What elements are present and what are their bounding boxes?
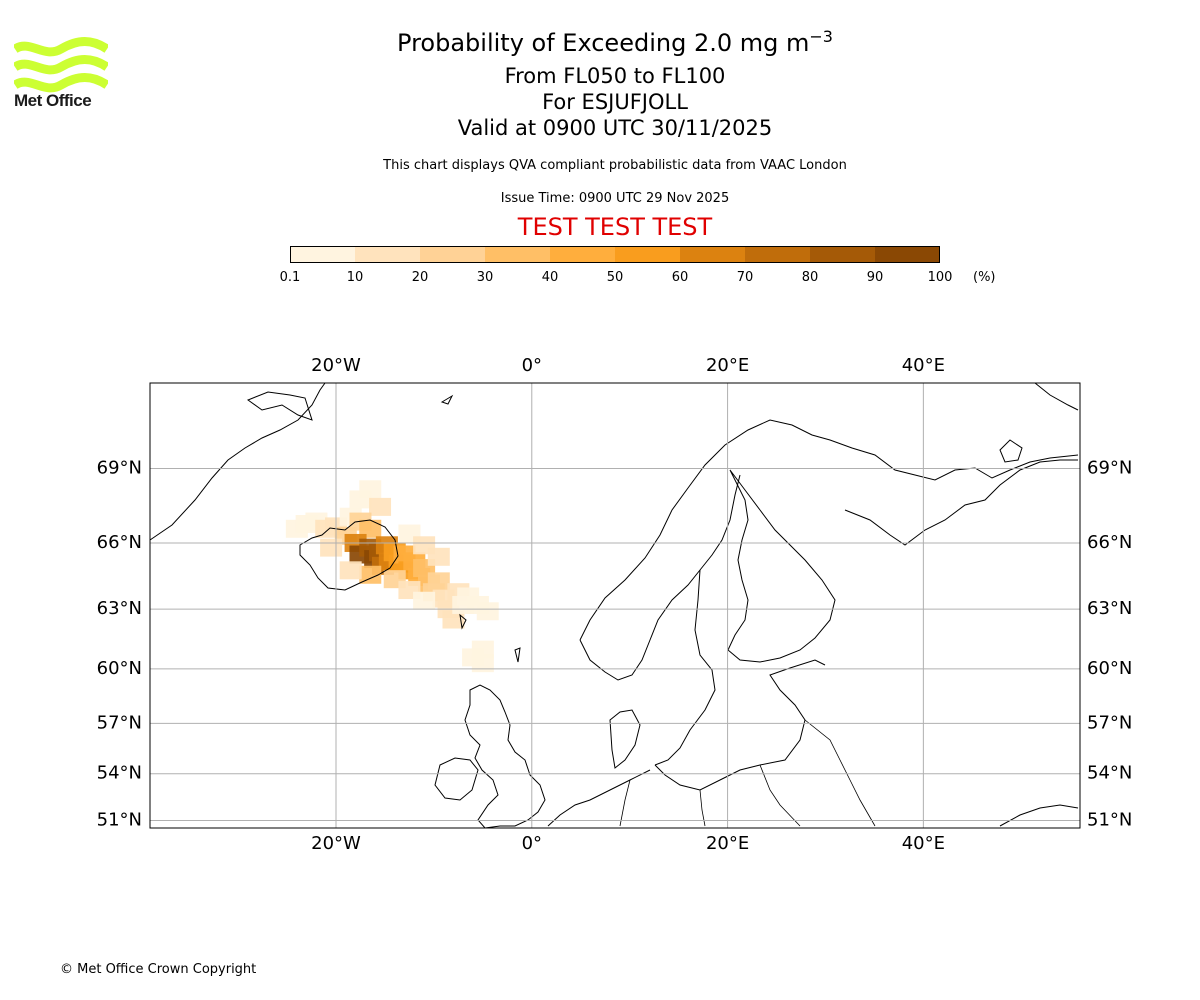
latitude-tick-label: 51°N [1087, 810, 1132, 831]
longitude-labels-top: 20°W 0° 20°E 40°E [311, 355, 945, 376]
colorbar-tick-label: 70 [736, 270, 754, 285]
latitude-tick-label: 57°N [97, 712, 142, 733]
plume-cell [320, 538, 343, 557]
colorbar-unit: (%) [973, 270, 996, 285]
colorbar-tick-label: 60 [671, 270, 689, 285]
colorbar-segment [680, 246, 746, 263]
latitude-tick-label: 63°N [97, 598, 142, 619]
longitude-tick-label: 20°E [706, 833, 749, 854]
colorbar-segment [745, 246, 811, 263]
latitude-tick-label: 66°N [1087, 532, 1132, 553]
latitude-tick-label: 63°N [1087, 598, 1132, 619]
plume-cell [427, 547, 450, 566]
test-banner: TEST TEST TEST [517, 213, 713, 241]
title-text: Probability of Exceeding 2.0 mg m [397, 29, 810, 57]
colorbar-tick-label: 10 [346, 270, 364, 285]
latitude-tick-label: 51°N [97, 810, 142, 831]
map-frame [149, 382, 1081, 829]
plume-cell [471, 654, 494, 673]
chart-title: Probability of Exceeding 2.0 mg m−3 [0, 27, 1200, 57]
logo-wordmark: Met Office [14, 91, 92, 110]
latitude-tick-label: 54°N [1087, 763, 1132, 784]
longitude-labels-bottom: 20°W 0° 20°E 40°E [311, 833, 945, 854]
plume-cell [413, 591, 436, 610]
coastlines [149, 382, 1079, 829]
longitude-tick-label: 0° [522, 355, 542, 376]
latitude-tick-label: 66°N [97, 532, 142, 553]
colorbar-tick-label: 80 [801, 270, 819, 285]
longitude-tick-label: 40°E [902, 355, 945, 376]
colorbar-tick-label: 30 [476, 270, 494, 285]
met-office-logo [14, 37, 108, 93]
latitude-tick-label: 69°N [97, 457, 142, 478]
plume-cell [339, 561, 362, 580]
colorbar-border [290, 246, 940, 263]
level-range-title: From FL050 to FL100 [504, 64, 726, 88]
plume-cell [359, 480, 382, 499]
colorbar-tick-label: 90 [866, 270, 884, 285]
colorbar-segment [485, 246, 551, 263]
graticule [150, 383, 1080, 828]
description-text: This chart displays QVA compliant probab… [383, 158, 847, 173]
plume-cell [359, 565, 382, 584]
latitude-tick-label: 57°N [1087, 712, 1132, 733]
colorbar-segment [290, 246, 356, 263]
title-superscript: −3 [809, 27, 833, 46]
longitude-tick-label: 20°W [311, 833, 361, 854]
colorbar-segment [355, 246, 421, 263]
plume-cell [476, 602, 499, 621]
valid-time-title: Valid at 0900 UTC 30/11/2025 [457, 116, 773, 140]
plume-cell [369, 497, 392, 516]
plume-cell [359, 519, 382, 538]
latitude-labels-left: 69°N 66°N 63°N 60°N 57°N 54°N 51°N [97, 457, 142, 830]
latitude-tick-label: 69°N [1087, 457, 1132, 478]
colorbar-tick-label: 0.1 [279, 270, 301, 285]
colorbar-segment [420, 246, 486, 263]
latitude-labels-right: 69°N 66°N 63°N 60°N 57°N 54°N 51°N [1087, 457, 1132, 830]
longitude-tick-label: 0° [522, 833, 542, 854]
colorbar-tick-label: 20 [411, 270, 429, 285]
longitude-tick-label: 20°W [311, 355, 361, 376]
colorbar-tick-label: 50 [606, 270, 624, 285]
ash-probability-plume [285, 480, 499, 673]
colorbar-segment [550, 246, 616, 263]
plume-cell [442, 610, 465, 629]
longitude-tick-label: 20°E [706, 355, 749, 376]
logo-waves-icon [14, 37, 108, 93]
volcano-title: For ESJUFJOLL [542, 90, 688, 114]
latitude-tick-label: 60°N [97, 658, 142, 679]
colorbar-segment [875, 246, 940, 263]
copyright-text: © Met Office Crown Copyright [60, 962, 257, 977]
latitude-tick-label: 54°N [97, 763, 142, 784]
issue-time-text: Issue Time: 0900 UTC 29 Nov 2025 [500, 191, 730, 206]
plume-cell [427, 572, 450, 591]
colorbar [290, 246, 940, 263]
colorbar-segment [615, 246, 681, 263]
map: 20°W 0° 20°E 40°E 20°W 0° 20°E 40°E 69°N 66°N 63… [97, 355, 1133, 854]
colorbar-tick-label: 100 [927, 270, 953, 285]
latitude-tick-label: 60°N [1087, 658, 1132, 679]
colorbar-tick-label: 40 [541, 270, 559, 285]
colorbar-segment [810, 246, 876, 263]
longitude-tick-label: 40°E [902, 833, 945, 854]
